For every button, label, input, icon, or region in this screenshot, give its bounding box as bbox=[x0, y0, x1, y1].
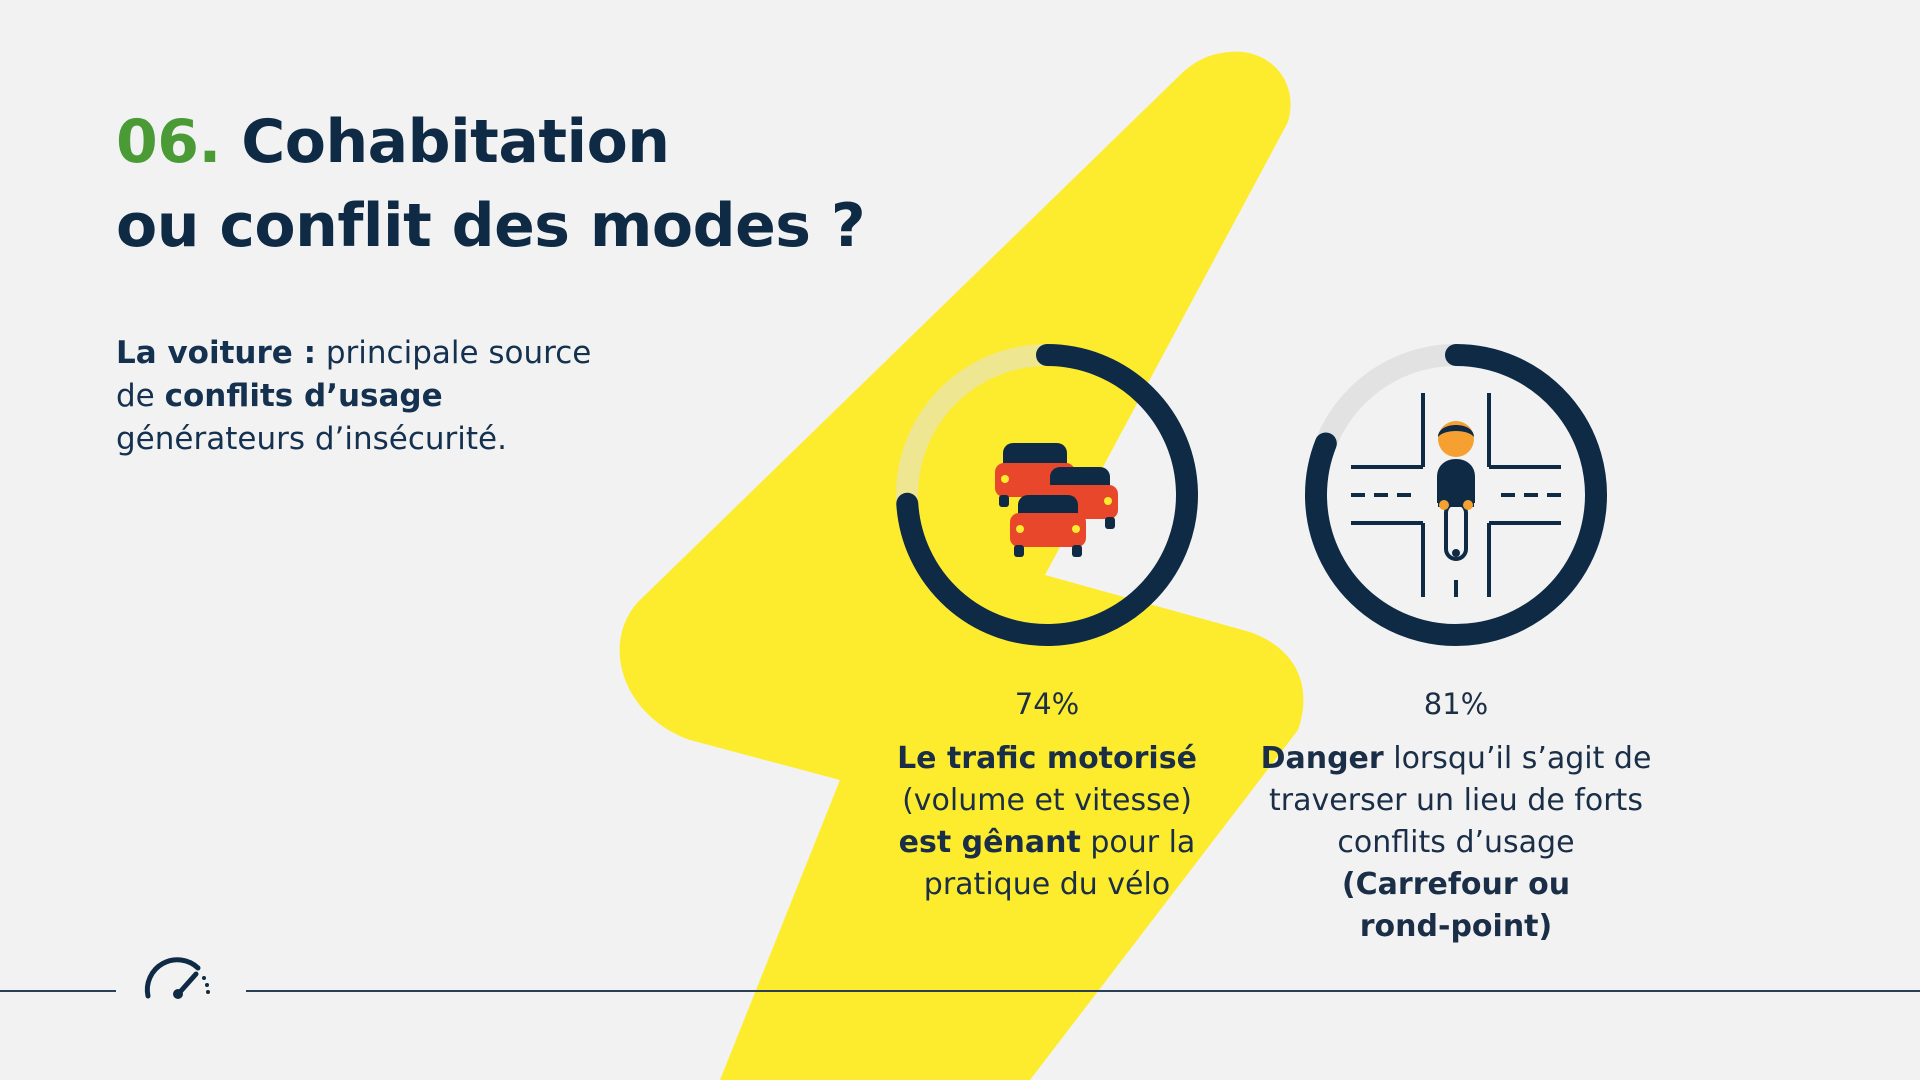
value-label-1: 74% bbox=[1014, 687, 1080, 721]
intro-bold-2: conflits d’usage bbox=[164, 378, 443, 414]
footer-rule-left bbox=[0, 990, 116, 992]
page-title: 06. Cohabitation ou conflit des modes ? bbox=[116, 100, 866, 268]
caption-1-line-3: pour la bbox=[1080, 825, 1196, 860]
caption-2-line-5-bold: rond-point) bbox=[1359, 909, 1553, 944]
speedometer-icon bbox=[144, 957, 210, 999]
caption-2: Danger lorsqu’il s’agit de traverser un … bbox=[1236, 738, 1676, 948]
cars-traffic-icon bbox=[995, 443, 1118, 557]
donut-2-value-arc bbox=[1305, 344, 1607, 646]
caption-1-line-1-bold: Le trafic motorisé bbox=[897, 741, 1197, 776]
title-line-2: ou conflit des modes ? bbox=[116, 191, 866, 261]
caption-1-line-3-bold: est gênant bbox=[898, 825, 1081, 860]
caption-1-line-2: (volume et vitesse) bbox=[902, 783, 1192, 818]
caption-1: Le trafic motorisé (volume et vitesse) e… bbox=[877, 738, 1217, 906]
donut-1-value-arc bbox=[896, 344, 1198, 646]
intro-text: La voiture : principale source de confli… bbox=[116, 332, 636, 461]
caption-1-line-4: pratique du vélo bbox=[923, 867, 1171, 902]
donut-chart-2 bbox=[1296, 335, 1616, 655]
value-label-2: 81% bbox=[1423, 687, 1489, 721]
caption-2-line-2: traverser un lieu de forts bbox=[1269, 783, 1643, 818]
footer-rule-right bbox=[246, 990, 1920, 992]
intro-text-1: principale source bbox=[316, 335, 592, 371]
cyclist-crossroad-icon bbox=[1351, 393, 1561, 597]
donut-chart-1 bbox=[887, 335, 1207, 655]
caption-2-line-1-bold: Danger bbox=[1260, 741, 1384, 776]
caption-2-line-4-bold: (Carrefour ou bbox=[1341, 867, 1571, 902]
caption-2-line-3: conflits d’usage bbox=[1337, 825, 1575, 860]
intro-text-2: de bbox=[116, 378, 165, 414]
title-line-1: Cohabitation bbox=[241, 107, 670, 177]
caption-2-line-1: lorsqu’il s’agit de bbox=[1383, 741, 1652, 776]
section-number: 06. bbox=[116, 107, 221, 177]
intro-text-3: générateurs d’insécurité. bbox=[116, 421, 507, 457]
cyclist-figure bbox=[1437, 421, 1475, 557]
intro-bold-1: La voiture : bbox=[116, 335, 316, 371]
